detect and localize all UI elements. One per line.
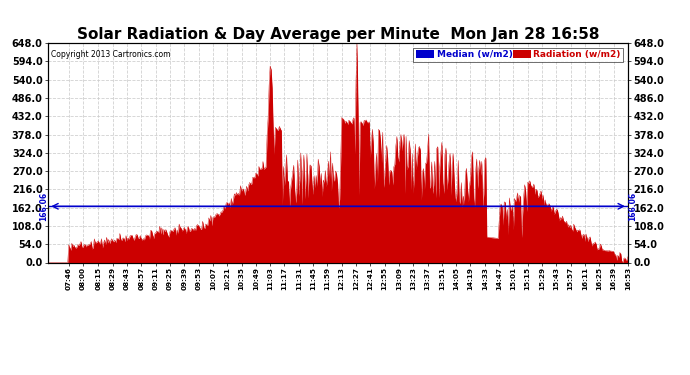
Text: Copyright 2013 Cartronics.com: Copyright 2013 Cartronics.com: [51, 50, 170, 59]
Text: 166.06: 166.06: [629, 192, 638, 221]
Title: Solar Radiation & Day Average per Minute  Mon Jan 28 16:58: Solar Radiation & Day Average per Minute…: [77, 27, 600, 42]
Text: 166.06: 166.06: [39, 192, 48, 221]
Legend: Median (w/m2), Radiation (w/m2): Median (w/m2), Radiation (w/m2): [413, 48, 623, 62]
